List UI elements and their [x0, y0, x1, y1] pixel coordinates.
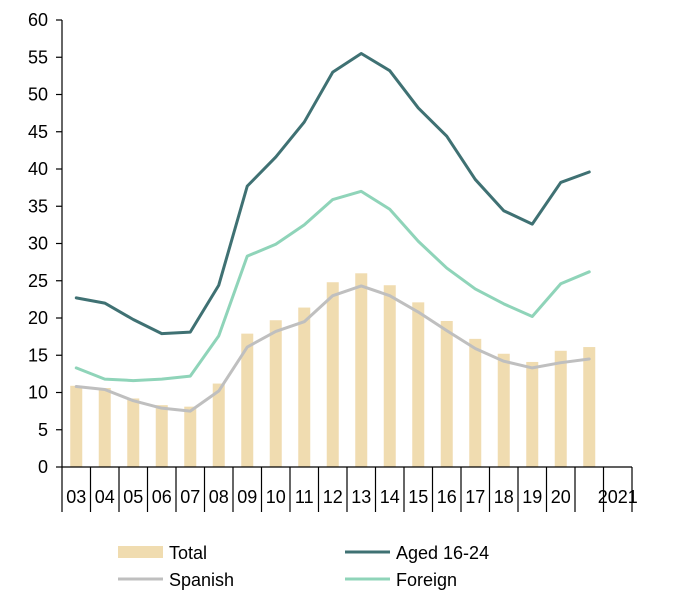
x-tick-label: 2021: [598, 487, 638, 507]
bar-total-08: [212, 383, 225, 467]
legend-item-aged-16-24: Aged 16-24: [345, 543, 489, 563]
x-tick-label: 09: [237, 487, 257, 507]
legend-swatch: [118, 546, 163, 558]
legend-item-total: Total: [118, 543, 207, 563]
legend-label: Foreign: [396, 570, 457, 590]
bar-total-16: [440, 320, 453, 467]
y-tick-label: 0: [38, 457, 48, 477]
bar-total-05: [127, 398, 140, 467]
y-tick-label: 55: [28, 47, 48, 67]
y-tick-label: 35: [28, 196, 48, 216]
x-tick-label: 07: [180, 487, 200, 507]
y-tick-label: 15: [28, 345, 48, 365]
legend-label: Spanish: [169, 570, 234, 590]
lines-layer: [74, 52, 591, 413]
y-tick-label: 5: [38, 420, 48, 440]
x-tick-label: 14: [380, 487, 400, 507]
bar-total-04: [98, 388, 111, 467]
x-tick-label: 13: [351, 487, 371, 507]
bar-total-06: [155, 405, 168, 467]
x-tick-label: 12: [323, 487, 343, 507]
x-tick-label: 20: [551, 487, 571, 507]
legend-item-spanish: Spanish: [118, 570, 234, 590]
x-tick-label: 03: [66, 487, 86, 507]
bar-total-14: [383, 285, 396, 467]
bar-total-07: [184, 406, 197, 467]
y-tick-label: 30: [28, 234, 48, 254]
bar-total-2021: [583, 347, 596, 467]
bar-total-09: [241, 333, 254, 467]
x-tick-label: 11: [295, 487, 314, 507]
bar-total-19: [526, 361, 539, 467]
x-tick-label: 15: [408, 487, 428, 507]
bar-total-11: [298, 307, 311, 467]
bar-total-20: [554, 350, 567, 467]
bar-total-03: [70, 385, 83, 467]
legend-label: Aged 16-24: [396, 543, 489, 563]
bar-total-13: [355, 273, 368, 467]
x-tick-label: 04: [95, 487, 115, 507]
y-tick-label: 10: [28, 383, 48, 403]
line-foreign: [74, 189, 591, 383]
x-tick-label: 16: [437, 487, 457, 507]
bar-total-18: [497, 353, 510, 467]
y-tick-label: 50: [28, 85, 48, 105]
x-tick-label: 19: [522, 487, 542, 507]
x-tick-label: 18: [494, 487, 514, 507]
bar-total-10: [269, 320, 282, 467]
bar-total-17: [469, 338, 482, 467]
x-tick-label: 17: [465, 487, 485, 507]
bar-total-15: [412, 302, 425, 467]
x-tick-label: 08: [209, 487, 229, 507]
line-aged-16-24: [74, 52, 591, 336]
y-tick-label: 45: [28, 122, 48, 142]
y-tick-label: 60: [28, 10, 48, 30]
line-spanish: [74, 284, 591, 413]
y-tick-label: 25: [28, 271, 48, 291]
legend-label: Total: [169, 543, 207, 563]
x-tick-label: 06: [152, 487, 172, 507]
legend: Total Aged 16-24 Spanish Foreign: [118, 543, 489, 590]
legend-item-foreign: Foreign: [345, 570, 457, 590]
y-tick-label: 40: [28, 159, 48, 179]
bar-total-12: [326, 282, 339, 467]
x-tick-label: 05: [123, 487, 143, 507]
y-tick-label: 20: [28, 308, 48, 328]
x-tick-label: 10: [266, 487, 286, 507]
bars-layer: [70, 273, 596, 467]
